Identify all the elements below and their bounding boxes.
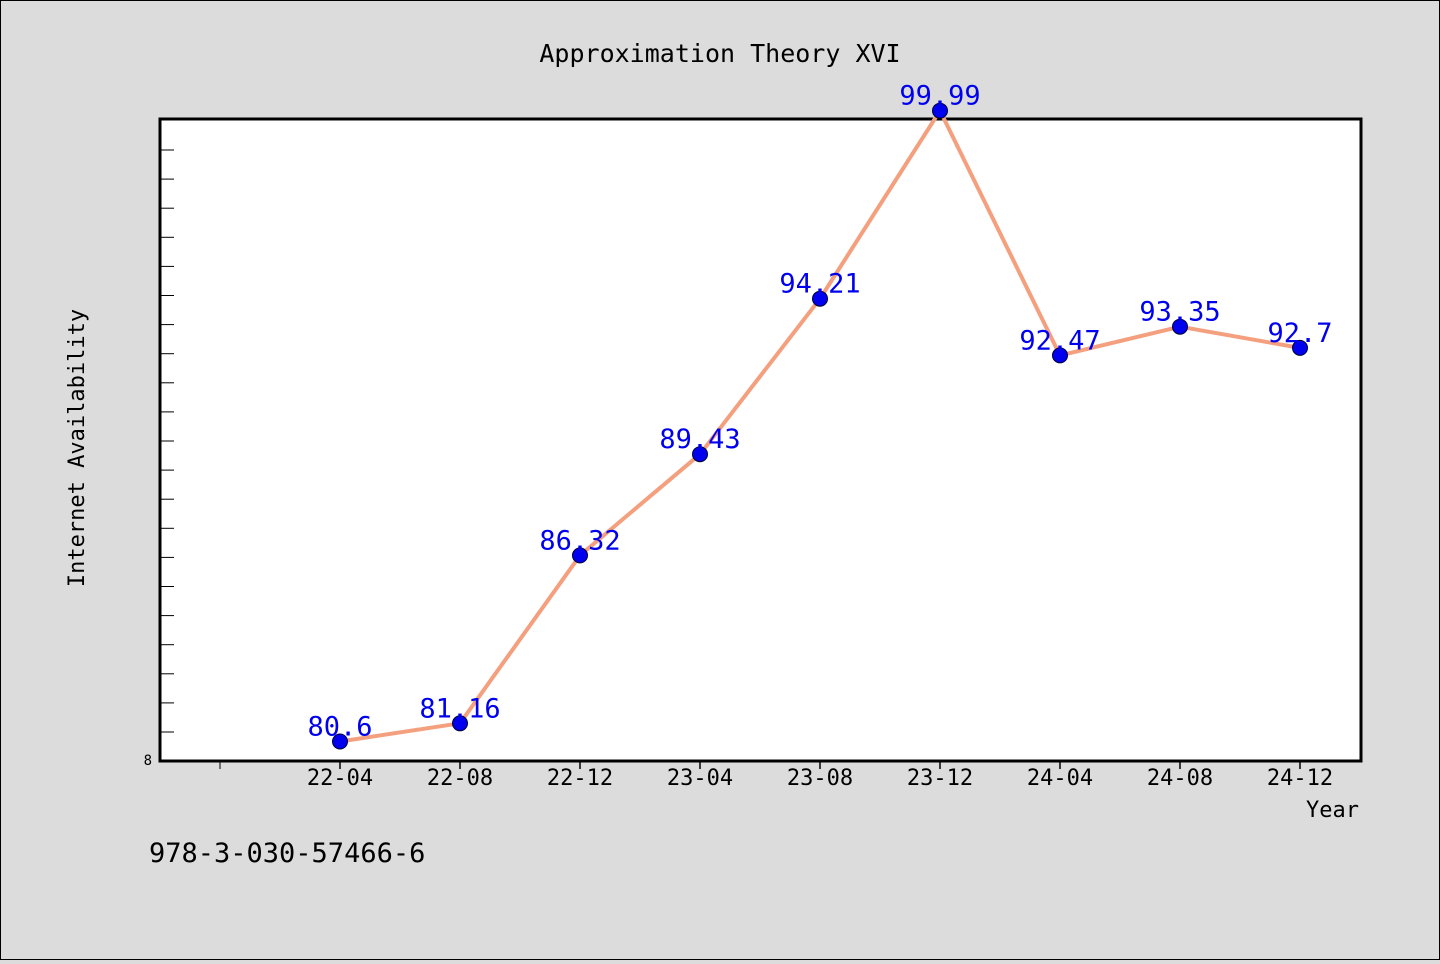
data-point [692,446,708,463]
data-label: 81.16 [419,693,500,724]
data-point [332,733,348,750]
data-label: 86.32 [539,525,620,556]
y-axis-label: Internet Availability [65,309,90,587]
x-tick-label: 22-08 [427,766,493,791]
x-tick-label: 24-08 [1147,766,1213,791]
x-tick-label: 23-12 [907,766,973,791]
data-label: 92.47 [1019,325,1100,356]
series-0: 80.6 81.16 86.32 89.43 94.21 99.99 92.47 93.35 9… [307,81,1333,750]
data-point [1292,339,1308,356]
y-tick-label: 8 [144,753,152,769]
isbn-footer: 978-3-030-57466-6 [149,838,425,869]
x-tick-label: 23-04 [667,766,733,791]
data-point [812,290,828,307]
data-point [1172,318,1188,335]
plot-area [158,117,1363,763]
x-tick-label: 23-08 [787,766,853,791]
x-tick-label: 24-12 [1267,766,1333,791]
data-label: 92.7 [1267,318,1332,349]
data-point [1052,347,1068,364]
data-point [932,102,948,119]
x-tick-label: 24-04 [1027,766,1093,791]
data-label: 80.6 [307,712,372,743]
x-tick-label: 22-12 [547,766,613,791]
x-tick-label: 22-04 [307,766,373,791]
chart-title: Approximation Theory XVI [539,39,900,68]
data-label: 93.35 [1139,297,1220,328]
y-axis-ticks [160,149,174,733]
x-axis-ticks: 22-04 22-08 22-12 23-04 23-08 23-12 24-04 24-08… [219,761,1333,791]
data-label: 89.43 [659,424,740,455]
data-point [572,547,588,564]
data-label: 94.21 [779,269,860,300]
x-axis-label: Year [1306,798,1359,823]
data-point [452,715,468,732]
data-label: 99.99 [899,81,980,112]
